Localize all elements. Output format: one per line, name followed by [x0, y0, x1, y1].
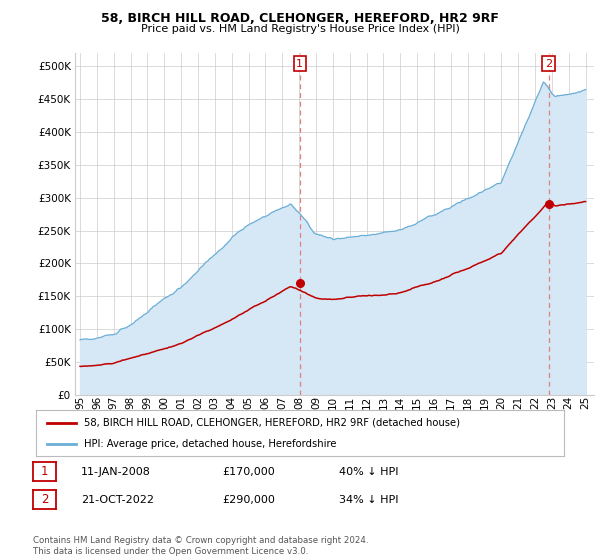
Text: 58, BIRCH HILL ROAD, CLEHONGER, HEREFORD, HR2 9RF: 58, BIRCH HILL ROAD, CLEHONGER, HEREFORD… — [101, 12, 499, 25]
Text: 2: 2 — [41, 493, 48, 506]
Text: 1: 1 — [296, 59, 303, 69]
Text: 34% ↓ HPI: 34% ↓ HPI — [339, 494, 398, 505]
Text: 11-JAN-2008: 11-JAN-2008 — [81, 466, 151, 477]
Text: 1: 1 — [41, 465, 48, 478]
Text: Contains HM Land Registry data © Crown copyright and database right 2024.
This d: Contains HM Land Registry data © Crown c… — [33, 536, 368, 556]
Text: 21-OCT-2022: 21-OCT-2022 — [81, 494, 154, 505]
Text: 40% ↓ HPI: 40% ↓ HPI — [339, 466, 398, 477]
Text: 2: 2 — [545, 59, 552, 69]
Text: Price paid vs. HM Land Registry's House Price Index (HPI): Price paid vs. HM Land Registry's House … — [140, 24, 460, 34]
Text: 58, BIRCH HILL ROAD, CLEHONGER, HEREFORD, HR2 9RF (detached house): 58, BIRCH HILL ROAD, CLEHONGER, HEREFORD… — [83, 418, 460, 428]
Text: HPI: Average price, detached house, Herefordshire: HPI: Average price, detached house, Here… — [83, 439, 336, 449]
Text: £170,000: £170,000 — [222, 466, 275, 477]
Text: £290,000: £290,000 — [222, 494, 275, 505]
